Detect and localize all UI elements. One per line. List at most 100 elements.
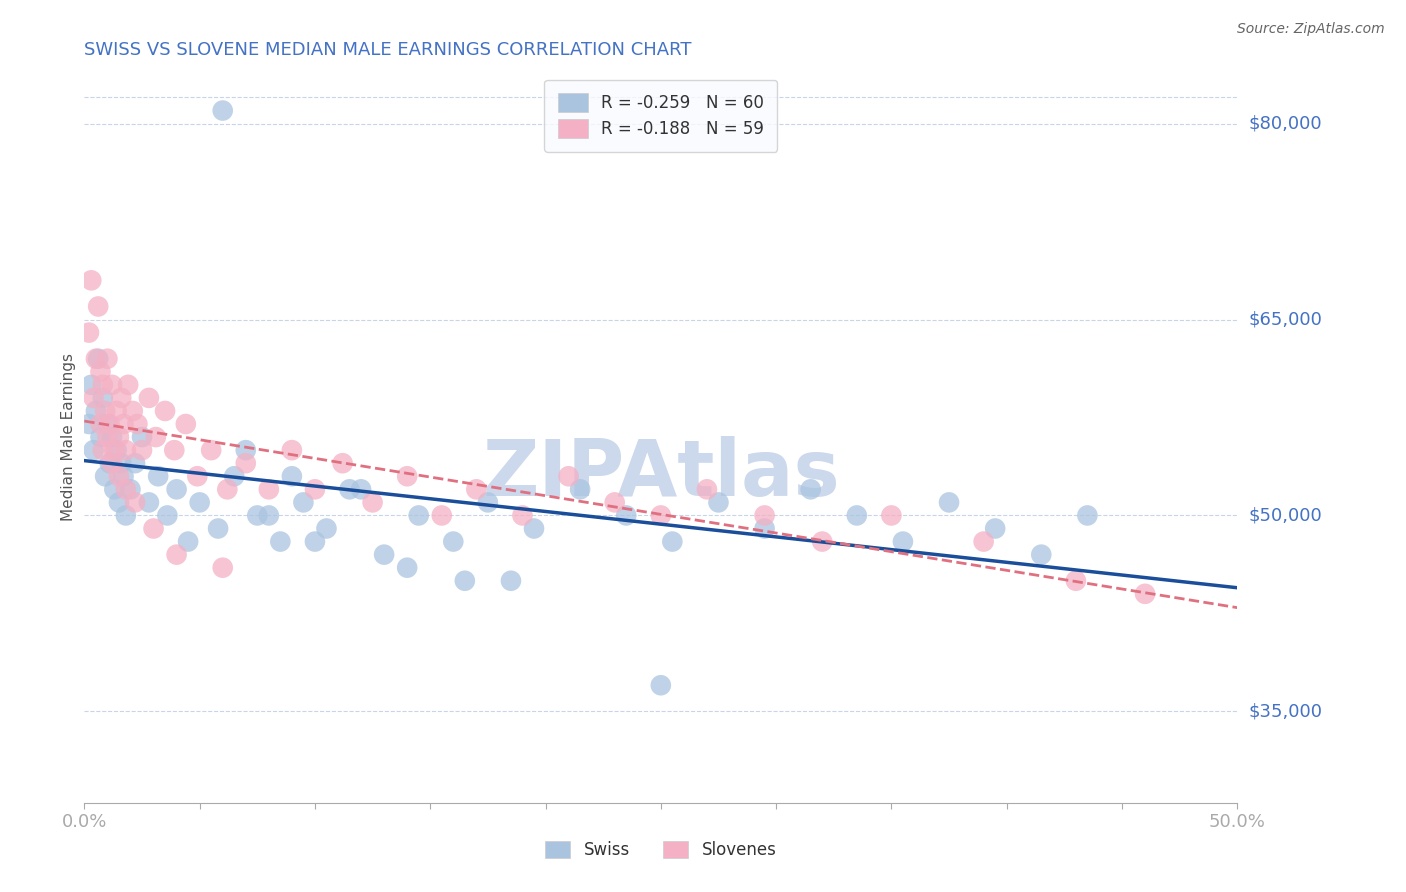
Point [80,273,103,287]
Point [800,483,823,497]
Point [77,417,100,431]
Point [441,534,464,549]
Point [127,417,149,431]
Point [105,443,128,458]
Point [89,365,111,379]
Point [332,456,354,470]
Point [938,495,960,509]
Point [145,430,167,444]
Point [84,404,107,418]
Point [124,495,146,509]
Point [235,443,257,458]
Point [650,678,672,692]
Point [292,495,315,509]
Point [269,534,291,549]
Point [891,534,914,549]
Point [96,430,118,444]
Point [101,430,124,444]
Point [166,483,188,497]
Point [1031,548,1053,562]
Point [569,483,592,497]
Point [880,508,903,523]
Point [87,300,110,314]
Point [153,404,176,418]
Point [103,483,125,497]
Point [131,443,153,458]
Point [361,495,384,509]
Point [121,404,143,418]
Point [108,495,131,509]
Point [754,508,776,523]
Point [96,417,118,431]
Point [396,560,419,574]
Point [281,443,304,458]
Point [91,391,114,405]
Point [77,326,100,340]
Point [124,456,146,470]
Point [112,469,135,483]
Point [166,548,188,562]
Point [98,456,121,470]
Point [811,534,834,549]
Point [257,483,280,497]
Text: $65,000: $65,000 [1249,310,1322,328]
Text: SWISS VS SLOVENE MEDIAN MALE EARNINGS CORRELATION CHART: SWISS VS SLOVENE MEDIAN MALE EARNINGS CO… [84,41,692,59]
Point [83,391,105,405]
Text: $80,000: $80,000 [1249,114,1322,133]
Point [83,443,105,458]
Point [108,430,131,444]
Point [984,521,1007,535]
Point [101,377,124,392]
Point [650,508,672,523]
Point [117,377,139,392]
Point [1076,508,1098,523]
Point [142,521,165,535]
Point [1064,574,1087,588]
Point [115,443,138,458]
Point [105,404,128,418]
Point [754,521,776,535]
Point [115,508,138,523]
Point [661,534,683,549]
Point [396,469,419,483]
Point [91,443,114,458]
Point [696,483,718,497]
Point [211,560,233,574]
Text: ZIPAtlas: ZIPAtlas [482,435,839,512]
Point [94,469,117,483]
Point [408,508,430,523]
Point [84,351,107,366]
Point [120,483,142,497]
Point [112,417,135,431]
Point [614,508,637,523]
Point [101,456,124,470]
Point [87,351,110,366]
Point [188,495,211,509]
Point [281,469,304,483]
Point [96,351,118,366]
Point [454,574,477,588]
Point [465,483,488,497]
Point [430,508,453,523]
Point [103,443,125,458]
Point [80,377,103,392]
Point [110,391,132,405]
Point [603,495,626,509]
Point [339,483,361,497]
Point [200,443,222,458]
Point [246,508,269,523]
Point [174,417,197,431]
Point [477,495,499,509]
Point [304,534,326,549]
Point [499,574,522,588]
Point [138,391,160,405]
Point [108,469,131,483]
Point [707,495,730,509]
Point [177,534,200,549]
Point [523,521,546,535]
Point [98,417,121,431]
Point [138,495,160,509]
Point [156,508,179,523]
Point [224,469,246,483]
Text: Source: ZipAtlas.com: Source: ZipAtlas.com [1237,22,1385,37]
